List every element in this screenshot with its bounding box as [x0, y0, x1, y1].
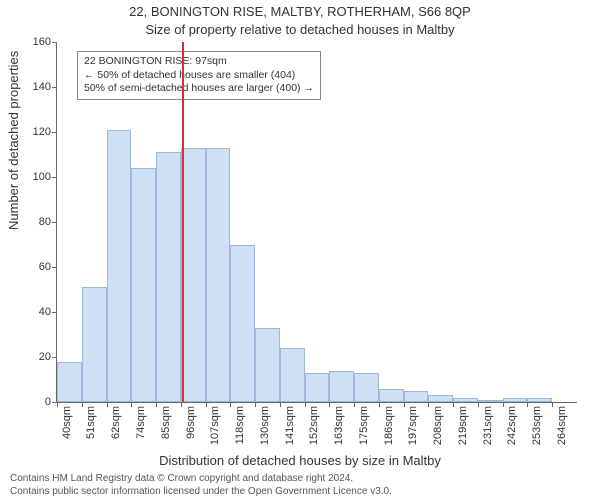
- xtick-label: 163sqm: [333, 406, 345, 445]
- annotation-line2: ← 50% of detached houses are smaller (40…: [84, 69, 314, 83]
- bar: [57, 362, 82, 403]
- xtick-label: 219sqm: [457, 406, 469, 445]
- footer-line1: Contains HM Land Registry data © Crown c…: [10, 473, 590, 486]
- marker-line: [182, 42, 184, 402]
- bar: [453, 398, 478, 403]
- xtick-mark: [82, 402, 83, 407]
- xtick-label: 208sqm: [432, 406, 444, 445]
- footer-line2: Contains public sector information licen…: [10, 486, 590, 499]
- ytick-mark: [52, 177, 57, 178]
- ytick-label: 60: [39, 261, 51, 273]
- annotation-line3: 50% of semi-detached houses are larger (…: [84, 82, 314, 96]
- ytick-label: 160: [33, 36, 51, 48]
- xtick-label: 242sqm: [506, 406, 518, 445]
- xtick-label: 85sqm: [160, 406, 172, 439]
- plot-area: 22 BONINGTON RISE: 97sqm ← 50% of detach…: [56, 42, 577, 403]
- xtick-mark: [230, 402, 231, 407]
- xtick-mark: [280, 402, 281, 407]
- xtick-mark: [107, 402, 108, 407]
- xtick-label: 51sqm: [85, 406, 97, 439]
- xtick-label: 74sqm: [135, 406, 147, 439]
- xtick-mark: [552, 402, 553, 407]
- xtick-mark: [379, 402, 380, 407]
- ytick-label: 100: [33, 171, 51, 183]
- xtick-label: 141sqm: [284, 406, 296, 445]
- bar: [131, 168, 156, 402]
- xtick-label: 107sqm: [209, 406, 221, 445]
- xtick-label: 231sqm: [482, 406, 494, 445]
- annotation-line1: 22 BONINGTON RISE: 97sqm: [84, 55, 314, 69]
- xtick-mark: [354, 402, 355, 407]
- bar: [206, 148, 231, 402]
- ytick-mark: [52, 312, 57, 313]
- bar: [379, 389, 404, 403]
- bar: [107, 130, 132, 402]
- bar: [305, 373, 330, 402]
- xtick-mark: [503, 402, 504, 407]
- xtick-mark: [527, 402, 528, 407]
- ytick-mark: [52, 87, 57, 88]
- ytick-mark: [52, 357, 57, 358]
- ytick-label: 40: [39, 306, 51, 318]
- bar: [156, 152, 181, 402]
- bar: [230, 245, 255, 403]
- xtick-label: 62sqm: [110, 406, 122, 439]
- xtick-label: 264sqm: [556, 406, 568, 445]
- annotation-box: 22 BONINGTON RISE: 97sqm ← 50% of detach…: [77, 51, 321, 100]
- xtick-label: 152sqm: [308, 406, 320, 445]
- xtick-mark: [428, 402, 429, 407]
- ytick-label: 0: [45, 396, 51, 408]
- bar: [280, 348, 305, 402]
- bar: [404, 391, 429, 402]
- y-axis-label: Number of detached properties: [6, 51, 21, 230]
- xtick-label: 118sqm: [234, 406, 246, 444]
- ytick-label: 80: [39, 216, 51, 228]
- xtick-mark: [305, 402, 306, 407]
- bar: [255, 328, 280, 402]
- xtick-label: 253sqm: [531, 406, 543, 445]
- xtick-mark: [57, 402, 58, 407]
- bar: [428, 395, 453, 402]
- xtick-label: 130sqm: [259, 406, 271, 445]
- xtick-label: 186sqm: [383, 406, 395, 445]
- bar: [329, 371, 354, 403]
- chart-container: 22, BONINGTON RISE, MALTBY, ROTHERHAM, S…: [0, 0, 600, 500]
- ytick-label: 120: [33, 126, 51, 138]
- ytick-label: 20: [39, 351, 51, 363]
- chart-title-line2: Size of property relative to detached ho…: [0, 22, 600, 37]
- x-axis-label: Distribution of detached houses by size …: [0, 453, 600, 468]
- ytick-mark: [52, 222, 57, 223]
- xtick-mark: [131, 402, 132, 407]
- ytick-label: 140: [33, 81, 51, 93]
- xtick-mark: [404, 402, 405, 407]
- bar: [354, 373, 379, 402]
- xtick-label: 40sqm: [61, 406, 73, 439]
- ytick-mark: [52, 132, 57, 133]
- bar: [181, 148, 206, 402]
- xtick-label: 96sqm: [185, 406, 197, 439]
- xtick-mark: [453, 402, 454, 407]
- xtick-label: 197sqm: [407, 406, 419, 445]
- xtick-mark: [181, 402, 182, 407]
- chart-title-line1: 22, BONINGTON RISE, MALTBY, ROTHERHAM, S…: [0, 4, 600, 19]
- xtick-mark: [478, 402, 479, 407]
- xtick-mark: [255, 402, 256, 407]
- bar: [503, 398, 528, 403]
- ytick-mark: [52, 42, 57, 43]
- ytick-mark: [52, 267, 57, 268]
- xtick-mark: [156, 402, 157, 407]
- bar: [527, 398, 552, 403]
- xtick-mark: [206, 402, 207, 407]
- footer-attribution: Contains HM Land Registry data © Crown c…: [10, 473, 590, 498]
- bar: [82, 287, 107, 402]
- xtick-mark: [329, 402, 330, 407]
- xtick-label: 175sqm: [358, 406, 370, 445]
- bar: [478, 400, 503, 402]
